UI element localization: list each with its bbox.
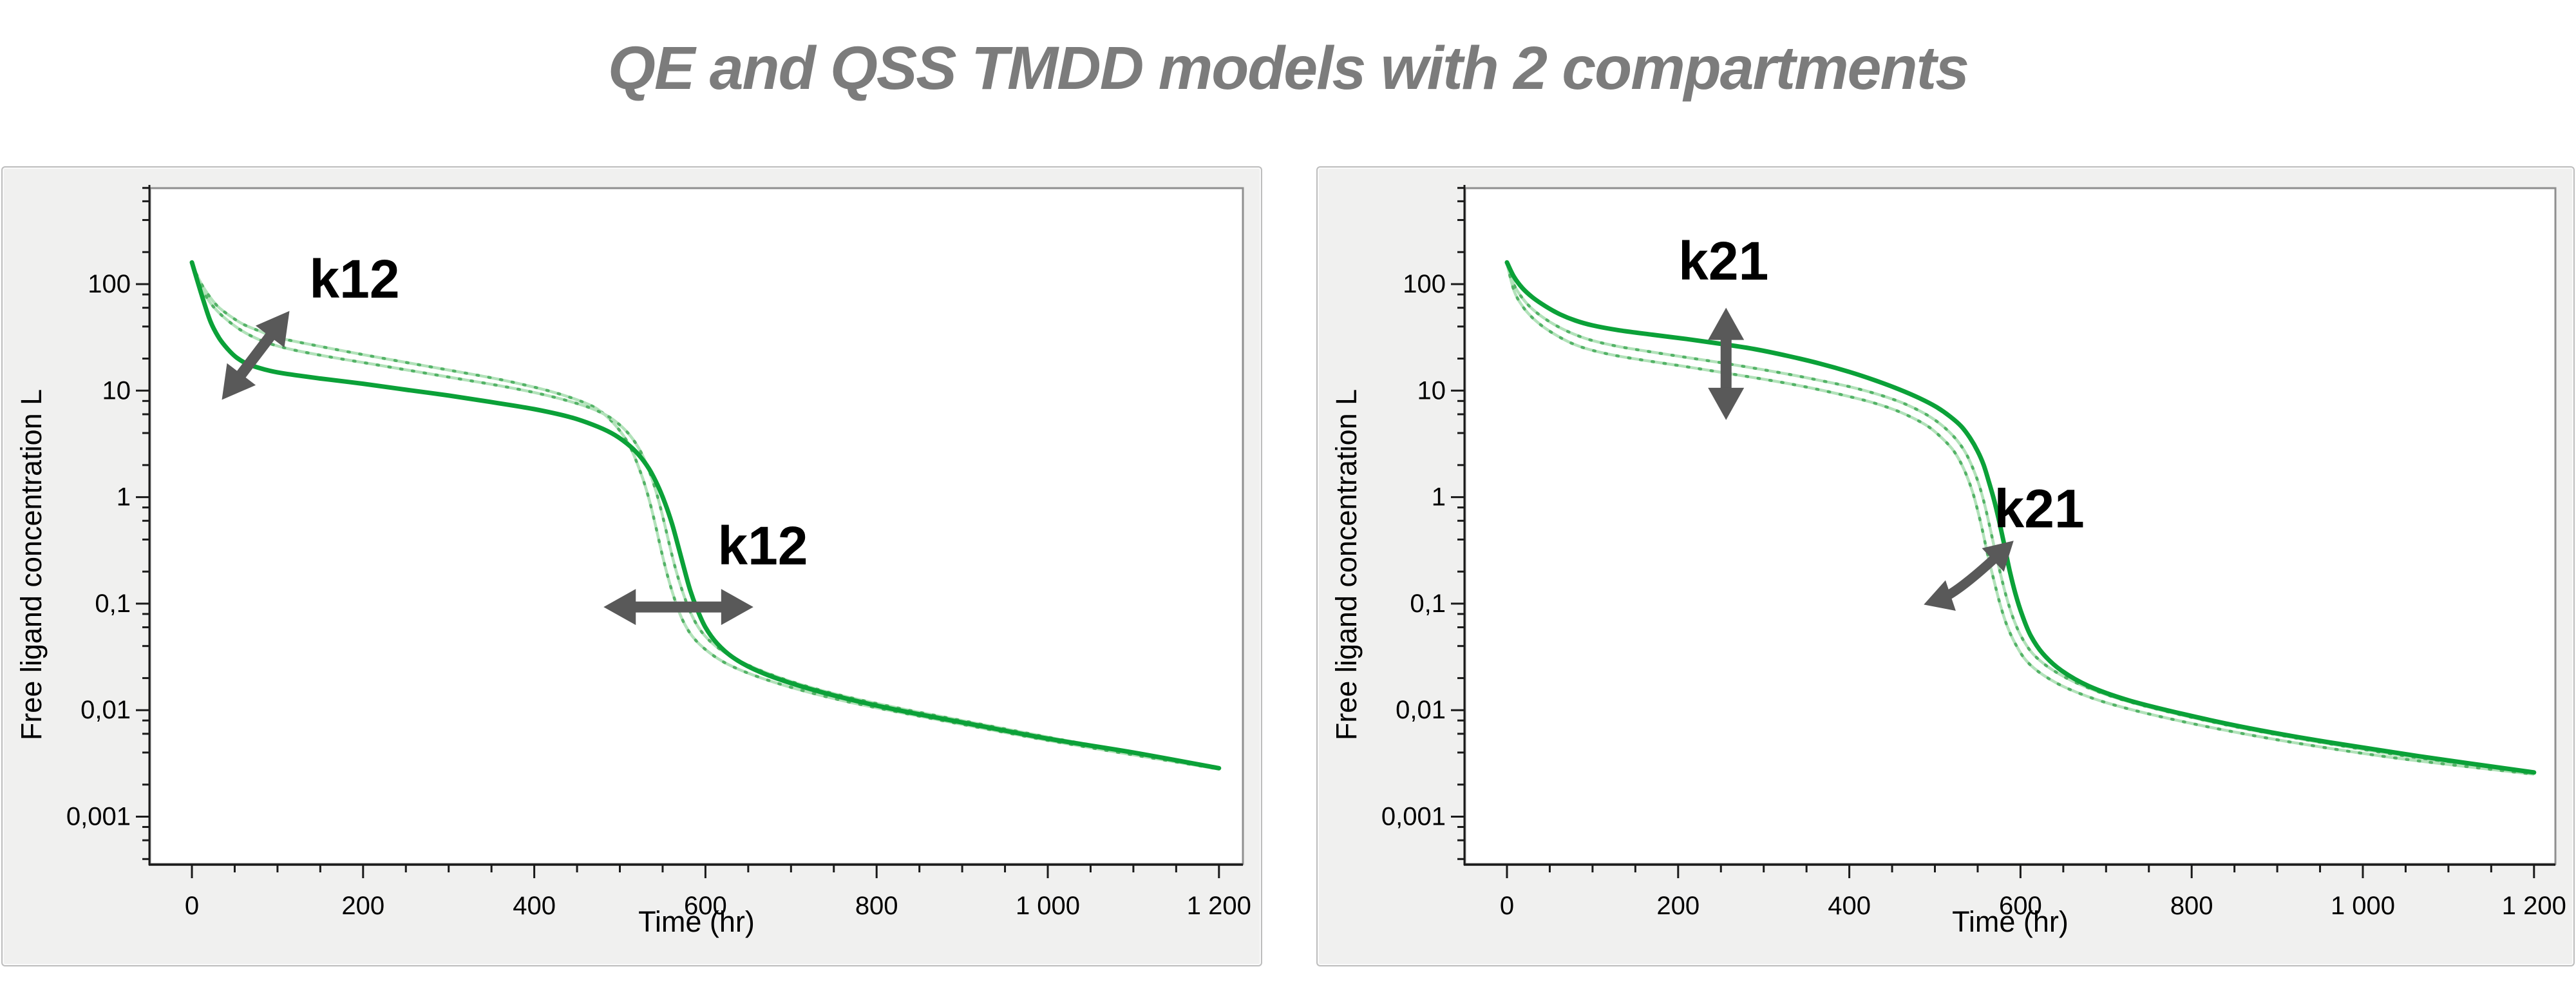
series-light-curve-1-dots [1505,261,2536,775]
series-light-curve-2-dots [1505,262,2536,776]
y-axis-tick-label: 10 [102,376,131,405]
plot-right-k21: 0 200 400 600 800 1 000 1 200 100 10 1 0,1 0,01 0,00… [1330,185,2566,938]
arrow-head [1924,580,1956,611]
y-axis-tick-label: 0,1 [1410,590,1446,618]
plot-area [149,187,1244,865]
x-axis-title: Time (hr) [638,905,755,938]
annotation-label: k12 [309,249,399,309]
x-axis-tick-label: 200 [1656,892,1700,920]
y-axis-tick-label: 0,001 [66,803,131,831]
x-axis-tick-label: 800 [2170,892,2213,920]
annotation-label: k21 [1678,231,1768,291]
annotation-arrow-shaft [232,328,279,383]
y-axis-tick-label: 0,01 [1396,696,1446,724]
x-axis-title: Time (hr) [1952,905,2069,938]
panel-qe-qss-k12: 0 200 400 600 800 1 000 1 200 100 10 1 0,1 0,01 0,00… [1,166,1262,966]
arrow-head [603,589,636,626]
arrow-head [1708,387,1745,420]
x-axis-tick-label: 1 000 [2331,892,2395,920]
plot-left-k12: 0 200 400 600 800 1 000 1 200 100 10 1 0,1 0,01 0,00… [15,185,1251,938]
x-axis-tick-label: 800 [855,892,898,920]
annotation-label: k12 [717,515,808,576]
x-axis-tick-label: 600 [1999,892,2042,920]
y-axis-title: Free ligand concentration L [1330,389,1363,740]
x-axis-tick-label: 1 000 [1016,892,1080,920]
x-axis-tick-label: 1 200 [2502,892,2566,920]
x-axis-tick-label: 200 [341,892,384,920]
y-axis-tick-label: 0,01 [80,696,131,724]
x-axis-tick-label: 600 [684,892,727,920]
x-axis-tick-label: 1 200 [1187,892,1251,920]
arrow-head [1982,541,2014,572]
y-axis-tick-label: 100 [88,270,131,298]
x-axis-tick-label: 400 [1828,892,1871,920]
y-axis-tick-label: 100 [1403,270,1446,298]
x-axis-tick-label: 0 [1500,892,1514,920]
y-axis-tick-label: 1 [117,483,131,512]
arrow-head [1708,307,1745,340]
x-axis-tick-label: 0 [185,892,199,920]
panel-qe-qss-k21: 0 200 400 600 800 1 000 1 200 100 10 1 0,1 0,01 0,00… [1316,166,2575,966]
series-dark-curve [1504,260,2537,775]
y-axis-tick-label: 1 [1432,483,1446,512]
annotation-label: k21 [1994,478,2085,539]
x-axis-tick-label: 400 [513,892,556,920]
arrow-head [255,311,290,348]
y-axis-tick-label: 0,1 [95,590,131,618]
y-axis-tick-label: 0,001 [1381,803,1446,831]
figure-title: QE and QSS TMDD models with 2 compartmen… [608,34,1969,102]
y-axis-title: Free ligand concentration L [15,389,48,740]
y-axis-tick-label: 10 [1417,376,1446,405]
arrow-head [721,589,753,626]
arrow-head [222,363,256,400]
